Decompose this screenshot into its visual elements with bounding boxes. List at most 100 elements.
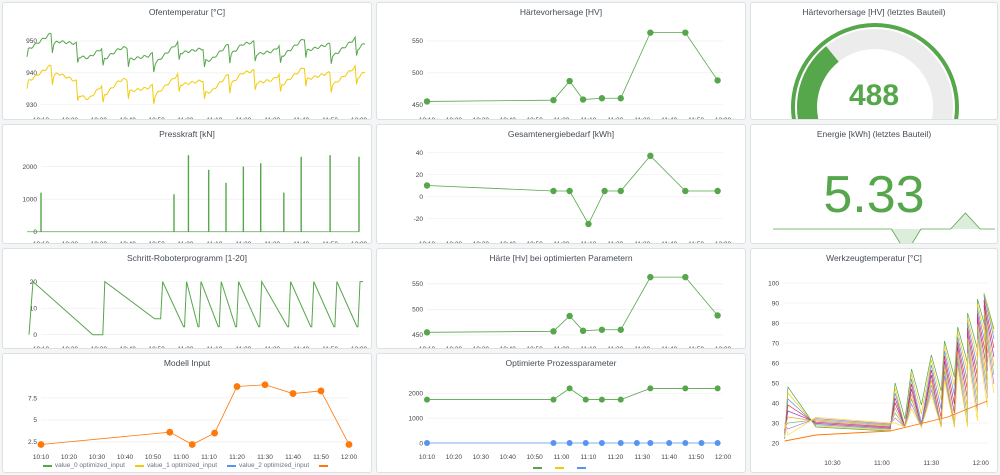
x-tick-label: 11:50 [322, 117, 338, 120]
data-point [166, 428, 174, 436]
x-tick-label: 11:30 [634, 454, 650, 461]
prozess-chart: 0 1000 2000 10:10 10:20 10:30 10:40 10:50 11:00 1… [409, 385, 732, 461]
x-tick-label: 11:20 [607, 117, 623, 120]
x-tick-label: 10:20 [62, 117, 79, 120]
panel-title: Härtevorhersage [HV] [519, 7, 603, 17]
y-tick-label: 550 [412, 38, 423, 45]
y-tick-label: 70 [772, 340, 780, 347]
data-point [714, 312, 721, 319]
x-tick-label: 11:10 [207, 117, 223, 120]
x-tick-label: 10:40 [500, 241, 517, 244]
x-tick-label: 11:50 [322, 346, 338, 349]
x-tick-label: 10:30 [473, 241, 490, 244]
data-point [289, 390, 297, 397]
presskraft-chart: 0 1000 2000 10:10 10:20 10:30 10:40 10:50 11:00 1… [23, 155, 368, 244]
data-point [582, 440, 589, 447]
data-point [698, 440, 705, 447]
x-tick-label: 10:20 [62, 241, 79, 244]
data-point [598, 440, 605, 447]
data-point [682, 29, 689, 36]
data-point [423, 182, 431, 189]
data-point [566, 312, 573, 320]
data-point [550, 328, 557, 335]
data-point [647, 440, 654, 447]
x-tick-label: 11:10 [201, 454, 217, 461]
x-tick-label: 10:40 [500, 454, 517, 461]
data-point [345, 441, 353, 448]
temperature-line [784, 319, 995, 430]
x-tick-label: 11:30 [634, 241, 650, 244]
data-point [647, 273, 654, 281]
x-tick-label: 12:00 [715, 454, 732, 461]
data-point [601, 187, 608, 195]
series-line [426, 276, 718, 333]
x-tick-label: 12:00 [341, 454, 358, 461]
legend-item[interactable] [319, 462, 331, 469]
panel-presskraft[interactable]: Presskraft [kN] 0 1000 2000 10:10 10:20 10:30… [2, 124, 372, 244]
x-tick-label: 11:30 [923, 460, 939, 467]
x-tick-label: 10:30 [824, 460, 841, 467]
x-tick-label: 11:30 [257, 454, 273, 461]
data-point [211, 429, 219, 437]
data-point [647, 152, 654, 159]
legend-item[interactable]: value_1 optimized_input [134, 462, 217, 469]
panel-title: Gesamtenergiebedarf [kWh] [507, 129, 615, 139]
legend: value_0 optimized_input value_1 optimize… [3, 462, 371, 469]
y-tick-label: 500 [412, 70, 423, 77]
x-tick-label: 10:20 [446, 241, 463, 244]
panel-schritt[interactable]: Schritt-Roboterprogramm [1-20] 0 10 20 10:1… [2, 248, 372, 349]
x-tick-label: 10:40 [117, 454, 134, 461]
x-tick-label: 11:00 [554, 241, 570, 244]
panel-werkzeug[interactable]: Werkzeugtemperatur [°C] 20 30 40 50 60 70 80 90… [750, 248, 998, 473]
y-tick-label: 940 [26, 70, 37, 77]
x-tick-label: 10:40 [120, 241, 137, 244]
panel-title: Werkzeugtemperatur [°C] [826, 253, 922, 263]
panel-gesamtenergie[interactable]: Gesamtenergiebedarf [kWh] -20 0 20 40 10:10 1… [376, 124, 746, 244]
y-tick-label: 0 [419, 194, 423, 201]
x-tick-label: 10:40 [120, 346, 137, 349]
legend-item[interactable] [577, 467, 589, 469]
x-tick-label: 10:20 [446, 117, 463, 120]
x-tick-label: 10:30 [89, 454, 106, 461]
y-tick-label: 90 [772, 300, 780, 307]
data-point [666, 440, 673, 447]
x-tick-label: 11:40 [293, 117, 309, 120]
x-tick-label: 10:20 [62, 346, 79, 349]
panel-haerte-opt[interactable]: Härte [Hv] bei optimierten Parametern 45… [376, 248, 746, 349]
data-point [550, 187, 557, 195]
data-point [714, 385, 721, 392]
x-tick-label: 10:50 [526, 241, 543, 244]
x-tick-label: 11:20 [235, 117, 251, 120]
data-point [233, 383, 241, 390]
series-line [26, 64, 366, 105]
data-point [682, 273, 689, 281]
y-tick-label: 2.5 [28, 439, 37, 446]
haerte-opt-chart: 450 500 550 10:10 10:20 10:30 10:40 10:50 11:00 1… [412, 273, 732, 348]
data-point [579, 327, 587, 334]
x-tick-label: 11:00 [178, 346, 194, 349]
panel-ofentemperatur[interactable]: Ofentemperatur [°C] 930 940 950 10:10 10:20 1… [2, 2, 372, 120]
data-point [261, 381, 269, 389]
x-tick-label: 11:20 [235, 346, 251, 349]
y-tick-label: 0 [33, 229, 37, 236]
legend-item[interactable] [555, 467, 567, 469]
panel-haertevorhersage[interactable]: Härtevorhersage [HV] 450 500 550 10:10 10:20… [376, 2, 746, 120]
y-tick-label: 500 [412, 307, 423, 314]
data-point [585, 220, 592, 228]
panel-modell-input[interactable]: Modell Input 2.5 5 7.5 10:10 10:20 10:30 10:40… [2, 353, 372, 473]
y-tick-label: 2000 [23, 164, 38, 171]
y-tick-label: 40 [416, 150, 424, 157]
panel-prozessparameter[interactable]: Optimierte Prozessparameter 0 1000 2000 10:… [376, 353, 746, 473]
legend-item[interactable]: value_0 optimized_input [42, 462, 125, 469]
panel-haerte-gauge[interactable]: Härtevorhersage [HV] (letztes Bauteil) 4… [750, 2, 998, 120]
y-tick-label: 2000 [409, 391, 424, 398]
legend-item[interactable]: value_2 optimized_input [227, 462, 309, 469]
x-tick-label: 10:10 [419, 454, 436, 461]
data-point [647, 29, 654, 36]
y-tick-label: 0 [419, 440, 423, 447]
haertevorhersage-chart: 450 500 550 10:10 10:20 10:30 10:40 10:50 11:00 1… [412, 29, 732, 120]
legend-item[interactable] [533, 467, 545, 469]
x-tick-label: 12:00 [973, 460, 990, 467]
panel-energie-stat[interactable]: Energie [kWh] (letztes Bauteil) 5.33 [750, 124, 998, 244]
